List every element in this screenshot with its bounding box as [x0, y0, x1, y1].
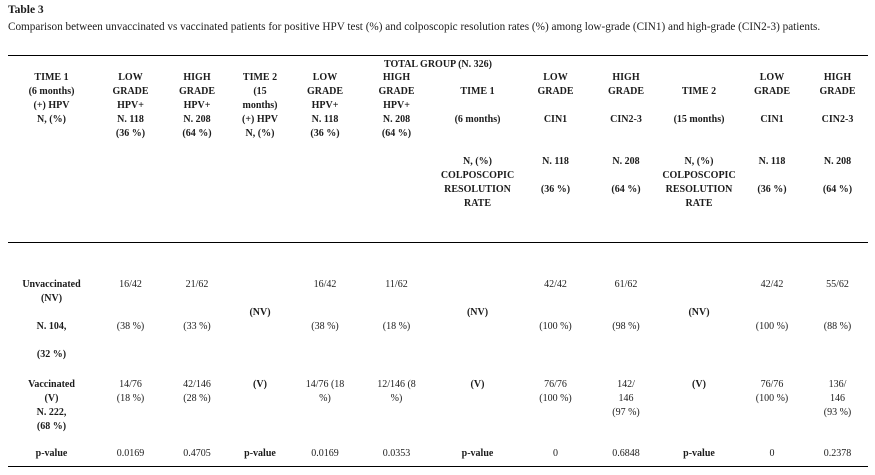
row-label-vaccinated: Vaccinated (V) N. 222, (68 %)	[28, 379, 75, 432]
data-cell: 42/42 (100 %)	[539, 279, 572, 332]
data-cell: 0.4705	[183, 448, 211, 459]
table: TOTAL GROUP (N. 326) TIME 1 (6 months) (…	[8, 55, 868, 467]
data-cell-nv-label: (NV)	[249, 307, 271, 318]
row-label-pvalue: p-value	[683, 448, 715, 459]
data-cell: 0	[769, 448, 775, 459]
data-cell-nv-label: (NV)	[466, 307, 489, 318]
row-label-unvaccinated: Unvaccinated (NV) N. 104, (32 %)	[22, 279, 81, 360]
total-group-header: TOTAL GROUP (N. 326)	[384, 59, 492, 70]
header-cell-low-grade-hpv-2: LOW GRADE HPV+ N. 118 (36 %)	[306, 72, 344, 139]
data-cell: 61/62 (98 %)	[612, 279, 640, 332]
data-cell: 21/62 (33 %)	[183, 279, 211, 332]
data-cell: 0.0169	[311, 448, 339, 459]
data-cell: 42/42 (100 %)	[755, 279, 789, 332]
header-cell-low-grade-hpv: LOW GRADE HPV+ N. 118 (36 %)	[112, 72, 149, 139]
header-cell-time1-hpv: TIME 1 (6 months) (+) HPV N, (%)	[28, 72, 75, 125]
header-cell-time2-hpv: TIME 2 (15 months) (+) HPV N, (%)	[242, 72, 278, 139]
data-cell: 14/76 (18 %)	[305, 379, 345, 404]
header-cell-high-grade-cin23: HIGH GRADE CIN2-3 N. 208 (64 %)	[607, 72, 645, 195]
table-header-row: TIME 1 (6 months) (+) HPV N, (%) LOW GRA…	[8, 71, 868, 243]
data-cell: 0.0353	[382, 448, 411, 459]
data-cell: 0.0169	[116, 448, 145, 459]
row-label-pvalue: p-value	[461, 448, 494, 459]
data-cell: 76/76 (100 %)	[755, 379, 789, 404]
data-cell-v-label: (V)	[692, 379, 706, 390]
data-cell: 11/62 (18 %)	[382, 279, 411, 332]
data-cell: 16/42 (38 %)	[311, 279, 339, 332]
header-cell-high-grade-cin23-2: HIGH GRADE CIN2-3 N. 208 (64 %)	[819, 72, 856, 195]
header-cell-time2-colposcopic: TIME 2 (15 months) N, (%) COLPOSCOPIC RE…	[662, 86, 736, 209]
row-label-pvalue: p-value	[35, 448, 68, 459]
header-cell-high-grade-hpv-2: HIGH GRADE HPV+ N. 208 (64 %)	[378, 72, 415, 139]
data-cell: 0	[553, 448, 558, 459]
data-cell: 16/42 (38 %)	[116, 279, 145, 332]
table-title: Table 3	[8, 4, 44, 16]
table-row-pvalue: p-value 0.0169 0.4705 p-value 0.0169 0.0…	[8, 447, 868, 461]
data-cell-nv-label: (NV)	[688, 307, 710, 318]
data-cell-v-label: (V)	[470, 379, 485, 390]
header-cell-low-grade-cin1-2: LOW GRADE CIN1 N. 118 (36 %)	[753, 72, 791, 195]
data-cell: 14/76 (18 %)	[116, 379, 145, 404]
header-cell-high-grade-hpv: HIGH GRADE HPV+ N. 208 (64 %)	[178, 72, 216, 139]
header-cell-time1-colposcopic: TIME 1 (6 months) N, (%) COLPOSCOPIC RES…	[440, 86, 515, 209]
data-cell: 0.6848	[612, 448, 640, 459]
table-row-vaccinated: Vaccinated (V) N. 222, (68 %) 14/76 (18 …	[8, 378, 868, 434]
row-label-pvalue: p-value	[244, 448, 276, 459]
data-cell: 12/146 (8 %)	[377, 379, 416, 404]
header-cell-low-grade-cin1: LOW GRADE CIN1 N. 118 (36 %)	[537, 72, 574, 195]
data-cell: 142/ 146 (97 %)	[612, 379, 640, 418]
table-caption: Comparison between unvaccinated vs vacci…	[8, 21, 821, 33]
data-cell: 136/ 146 (93 %)	[823, 379, 852, 418]
data-cell: 42/146 (28 %)	[183, 379, 211, 404]
data-cell: 55/62 (88 %)	[823, 279, 852, 332]
data-cell-v-label: (V)	[253, 379, 267, 390]
data-cell: 76/76 (100 %)	[539, 379, 572, 404]
data-cell: 0.2378	[823, 448, 852, 459]
table-row-unvaccinated: Unvaccinated (NV) N. 104, (32 %) 16/42 (…	[8, 278, 868, 362]
